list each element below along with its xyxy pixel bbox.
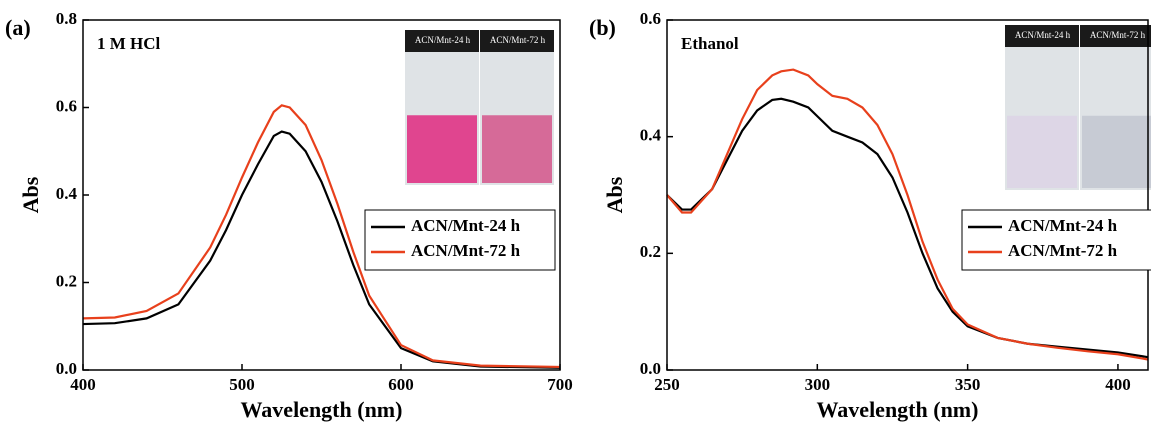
legend-label: ACN/Mnt-72 h [1008, 241, 1118, 260]
y-tick-label: 0.6 [640, 9, 661, 28]
vial-liquid [407, 115, 477, 183]
x-tick-label: 600 [388, 375, 414, 394]
x-tick-label: 350 [955, 375, 981, 394]
y-tick-label: 0.0 [640, 359, 661, 378]
panel-label: (a) [5, 15, 31, 40]
vial-liquid [482, 115, 552, 183]
inset-label: ACN/Mnt-24 h [1015, 30, 1071, 40]
y-axis-title: Abs [18, 176, 43, 213]
x-tick-label: 700 [547, 375, 573, 394]
annotation: 1 M HCl [97, 34, 161, 53]
y-tick-label: 0.0 [56, 359, 77, 378]
y-tick-label: 0.8 [56, 9, 77, 28]
y-tick-label: 0.4 [640, 126, 662, 145]
x-tick-label: 300 [805, 375, 831, 394]
y-tick-label: 0.4 [56, 184, 78, 203]
x-axis-title: Wavelength (nm) [817, 397, 979, 422]
inset-label: ACN/Mnt-72 h [1090, 30, 1146, 40]
inset-label: ACN/Mnt-72 h [490, 35, 546, 45]
x-axis-title: Wavelength (nm) [241, 397, 403, 422]
vial-liquid [1082, 116, 1151, 188]
legend-label: ACN/Mnt-24 h [411, 216, 521, 235]
panel-label: (b) [589, 15, 616, 40]
y-tick-label: 0.6 [56, 96, 77, 115]
y-tick-label: 0.2 [56, 271, 77, 290]
x-tick-label: 500 [229, 375, 255, 394]
annotation: Ethanol [681, 34, 739, 53]
figure: ACN/Mnt-24 h ACN/Mnt-72 h 400 500 600 700 0.0 0… [0, 0, 1151, 430]
vial-liquid [1007, 116, 1077, 188]
y-tick-label: 0.2 [640, 242, 661, 261]
page: {"chart_data": [ {"type": "line", "panel… [0, 0, 1151, 430]
x-tick-label: 400 [1105, 375, 1131, 394]
inset-label: ACN/Mnt-24 h [415, 35, 471, 45]
legend-label: ACN/Mnt-72 h [411, 241, 521, 260]
y-axis-title: Abs [602, 176, 627, 213]
legend-label: ACN/Mnt-24 h [1008, 216, 1118, 235]
